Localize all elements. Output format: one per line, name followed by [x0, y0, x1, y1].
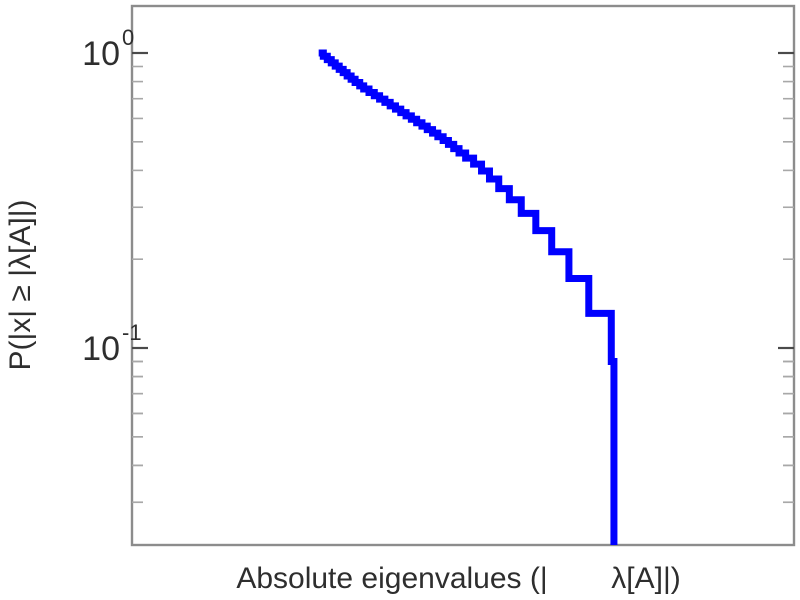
y-axis-label: P(|x| ≥ |λ[A]|): [4, 200, 37, 371]
y-tick-exponent: 0: [122, 25, 134, 50]
y-tick-label: 10: [82, 35, 120, 73]
y-axis-ticks-left: [132, 51, 148, 504]
x-axis-label-left: Absolute eigenvalues (|: [236, 562, 547, 595]
plot-frame: [130, 4, 796, 547]
y-axis-ticks-right: [778, 51, 794, 504]
y-tick-exponent: -1: [122, 320, 142, 345]
x-axis-label-right: λ[A]|): [611, 562, 680, 595]
survival-curve: [318, 49, 618, 545]
y-tick-label: 10: [82, 330, 120, 368]
